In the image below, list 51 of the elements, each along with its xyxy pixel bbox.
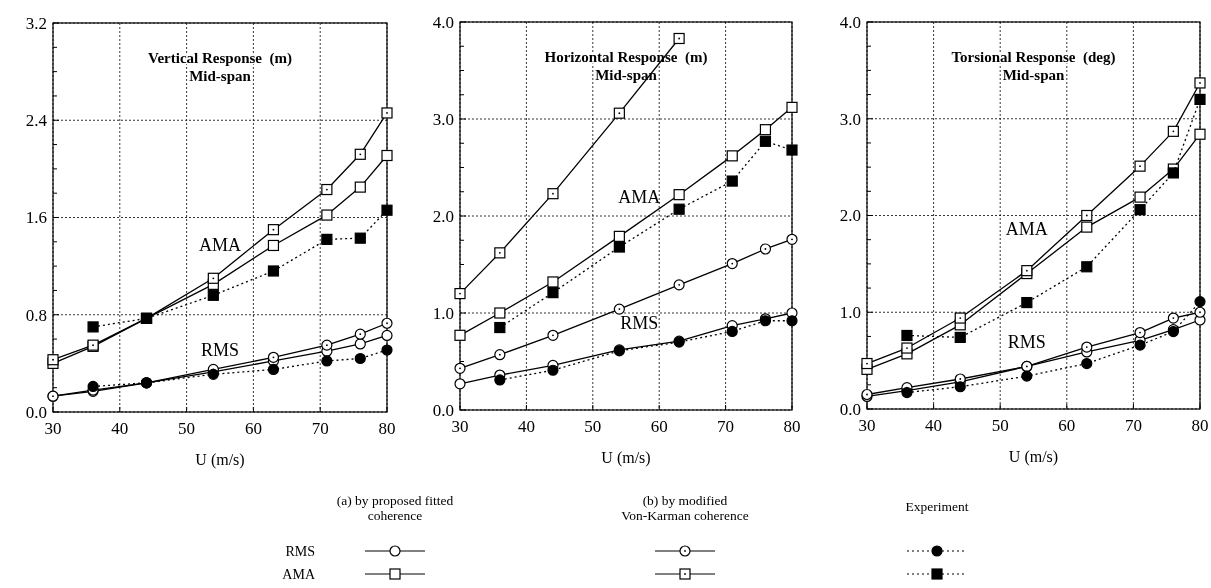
y-tick-label: 2.4 bbox=[25, 111, 48, 131]
x-tick-label: 60 bbox=[650, 417, 668, 436]
text: Vertical Response (m) bbox=[147, 50, 293, 67]
text: Mid-span bbox=[1002, 67, 1065, 83]
x-tick-label: 40 bbox=[925, 416, 943, 435]
y-tick-label: 3.2 bbox=[25, 13, 47, 33]
x-tick-label: 50 bbox=[991, 416, 1009, 435]
annotation: RMS bbox=[200, 340, 240, 361]
text: RMS bbox=[285, 543, 315, 559]
x-tick-label: 30 bbox=[44, 419, 62, 438]
x-tick-label: 70 bbox=[1124, 416, 1142, 435]
x-tick-label: 40 bbox=[517, 417, 535, 436]
x-tick-label: 60 bbox=[244, 419, 262, 438]
y-tick-label: 0.0 bbox=[839, 399, 861, 419]
x-tick-label: 80 bbox=[378, 419, 396, 438]
x-tick-label: 80 bbox=[783, 417, 801, 436]
annotation: AMA bbox=[1005, 219, 1048, 240]
y-tick-label: 2.0 bbox=[432, 206, 454, 226]
text: (a) by proposed fitted coherence bbox=[336, 493, 454, 523]
y-tick-label: 3.0 bbox=[432, 109, 454, 129]
text: Torsional Response (deg) bbox=[951, 49, 1116, 66]
y-tick-label: 4.0 bbox=[839, 12, 861, 32]
annotation: RMS bbox=[620, 313, 659, 333]
x-tick-label: 80 bbox=[1191, 416, 1209, 435]
y-tick-label: 1.6 bbox=[25, 208, 47, 228]
x-axis-title: U (m/s) bbox=[601, 449, 651, 467]
annotation: AMA bbox=[618, 186, 661, 207]
x-tick-label: 30 bbox=[858, 416, 876, 435]
y-tick-label: 3.0 bbox=[839, 109, 861, 129]
text: Mid-span bbox=[189, 68, 252, 84]
x-tick-label: 50 bbox=[584, 417, 602, 436]
text: AMA bbox=[282, 566, 316, 582]
y-tick-label: 1.0 bbox=[839, 303, 861, 323]
y-tick-label: 1.0 bbox=[432, 303, 454, 323]
x-tick-label: 70 bbox=[311, 419, 329, 438]
text: Experiment bbox=[905, 499, 969, 514]
annotation: RMS bbox=[1007, 331, 1046, 352]
x-axis-title: U (m/s) bbox=[195, 451, 245, 469]
y-tick-label: 2.0 bbox=[839, 206, 861, 226]
y-tick-label: 0.0 bbox=[25, 402, 47, 422]
x-tick-label: 70 bbox=[717, 417, 735, 436]
text: (b) by modified Von-Karman coherence bbox=[621, 493, 749, 523]
annotation: AMA bbox=[198, 235, 242, 256]
x-tick-label: 60 bbox=[1058, 416, 1076, 435]
x-tick-label: 50 bbox=[178, 419, 196, 438]
x-tick-label: 30 bbox=[451, 417, 469, 436]
y-tick-label: 0.8 bbox=[25, 305, 47, 325]
x-tick-label: 40 bbox=[111, 419, 129, 438]
y-tick-label: 4.0 bbox=[432, 12, 454, 32]
y-tick-label: 0.0 bbox=[432, 400, 454, 420]
x-axis-title: U (m/s) bbox=[1008, 448, 1059, 466]
